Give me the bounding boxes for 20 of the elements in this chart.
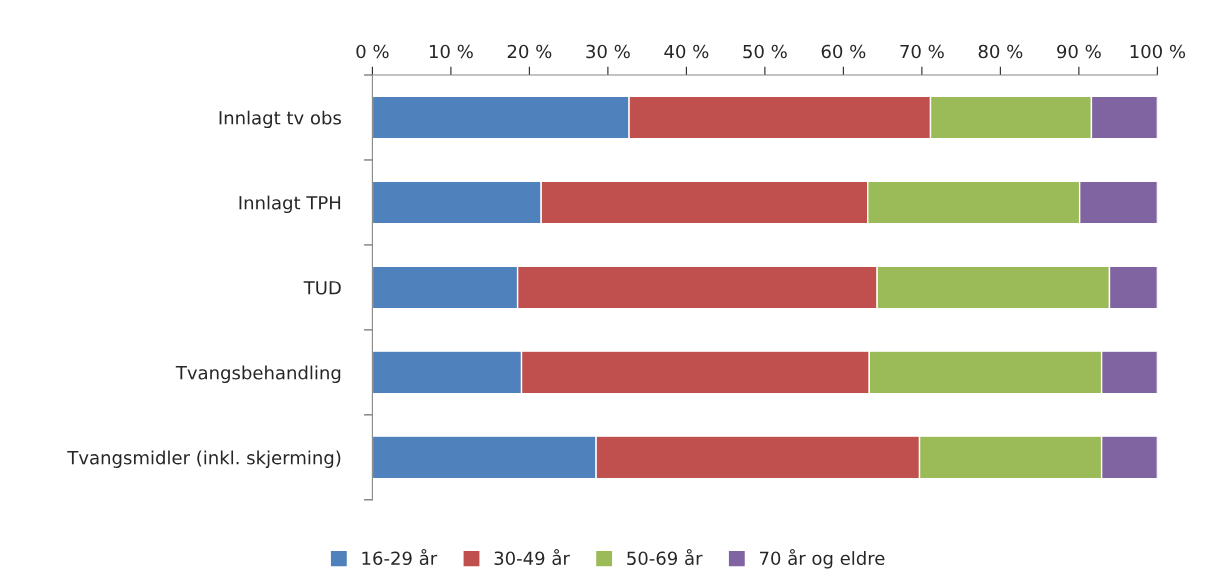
x-tick-label: 100 %	[1130, 44, 1186, 59]
x-tick-label: 90 %	[1057, 44, 1101, 59]
x-tick-label: 70 %	[900, 44, 944, 59]
x-tick-label: 40 %	[664, 44, 709, 59]
x-tick-label: 0 %	[356, 44, 389, 59]
legend-label: 50-69 år	[627, 548, 703, 566]
x-tick-label: 60 %	[821, 44, 866, 59]
legend-label: 16-29 år	[362, 548, 438, 566]
y-tick-label: Innlagt tv obs	[219, 110, 341, 129]
x-tick-label: 30 %	[586, 44, 630, 59]
y-tick-label: Tvangsbehandling	[175, 365, 341, 384]
y-tick-label: Innlagt TPH	[239, 195, 341, 214]
x-tick-label: 10 %	[429, 44, 473, 59]
x-tick-label: 20 %	[507, 44, 552, 59]
y-tick-label: Tvangsmidler (inkl. skjerming)	[67, 450, 341, 468]
legend-label: 70 år og eldre	[759, 548, 885, 569]
legend-label: 30-49 år	[494, 548, 570, 566]
x-tick-label: 80 %	[978, 44, 1023, 59]
x-tick-label: 50 %	[743, 44, 787, 59]
y-tick-label: TUD	[303, 281, 341, 295]
